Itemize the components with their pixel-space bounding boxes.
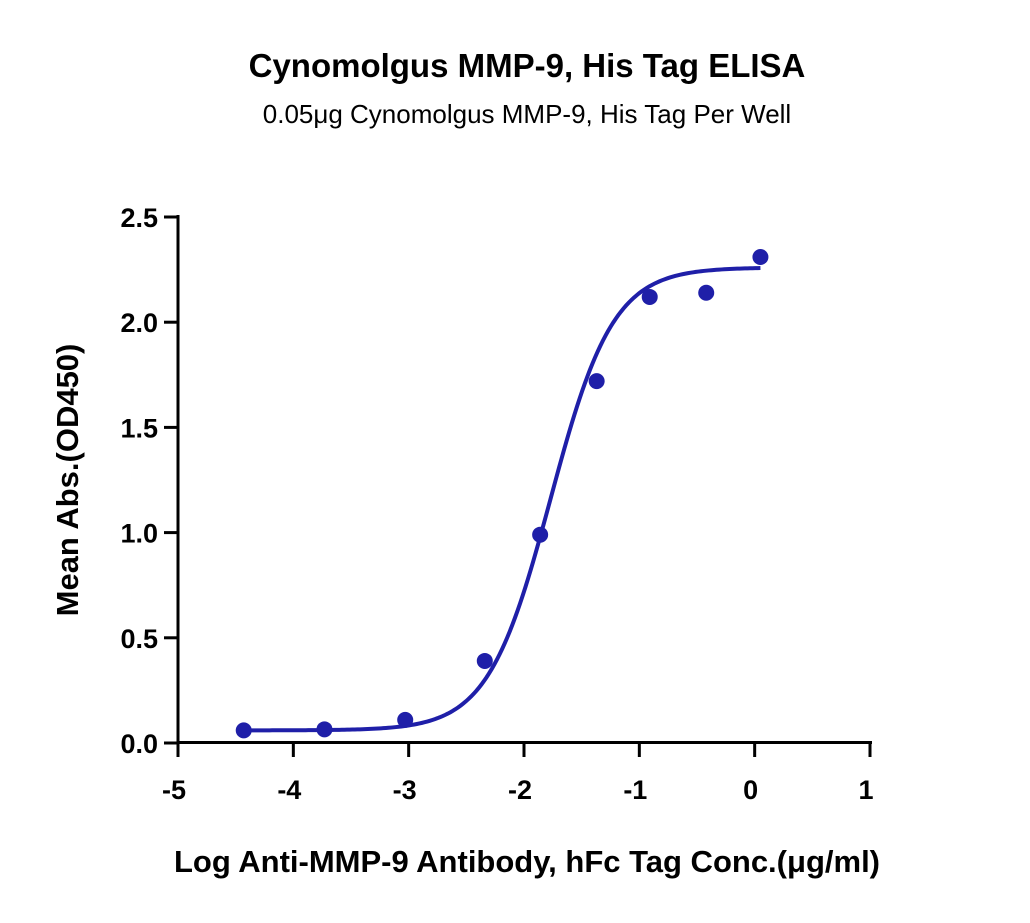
data-point [752,248,769,265]
data-point [532,526,549,543]
x-tick-label: 1 [858,775,873,805]
y-tick-label: 1.0 [120,519,158,549]
data-points [235,248,769,739]
data-point [476,652,493,669]
x-axis-title: Log Anti-MMP-9 Antibody, hFc Tag Conc.(μ… [174,844,880,879]
chart-subtitle: 0.05μg Cynomolgus MMP-9, His Tag Per Wel… [263,99,791,129]
y-tick-label: 2.0 [120,308,158,338]
data-point [316,721,333,738]
data-point [397,711,414,728]
y-axis-title: Mean Abs.(OD450) [50,344,85,617]
y-tick-label: 2.5 [120,203,158,233]
chart-title: Cynomolgus MMP-9, His Tag ELISA [249,47,806,84]
y-tick-label: 0.5 [120,624,158,654]
y-ticks: 0.0 0.5 1.0 1.5 2.0 2.5 [120,203,178,759]
x-tick-label: -5 [162,775,186,805]
x-tick-label: -4 [277,775,301,805]
data-point [235,722,252,739]
data-point [588,373,605,390]
data-point [698,284,715,301]
fit-curve [243,266,761,733]
x-tick-label: -2 [508,775,532,805]
x-ticks: -5 -4 -3 -2 -1 0 1 [162,743,874,805]
y-tick-label: 1.5 [120,413,158,443]
x-tick-label: 0 [743,775,758,805]
x-tick-label: -3 [393,775,417,805]
y-tick-label: 0.0 [120,729,158,759]
x-tick-label: -1 [623,775,647,805]
data-point [641,288,658,305]
